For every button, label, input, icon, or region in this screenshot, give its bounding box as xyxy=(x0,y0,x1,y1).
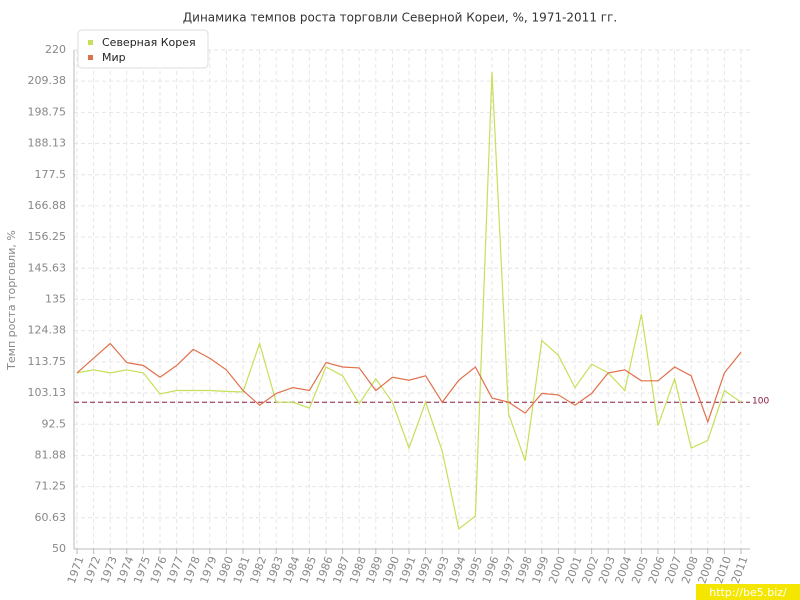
watermark: http://be5.biz/ xyxy=(709,586,787,599)
y-tick-label: 177.5 xyxy=(35,168,67,181)
watermark-bg xyxy=(696,584,800,600)
y-tick-label: 92.5 xyxy=(42,417,67,430)
y-tick-label: 166.88 xyxy=(28,199,67,212)
y-axis-label: Темп роста торговли, % xyxy=(5,230,18,371)
y-tick-label: 103.13 xyxy=(28,386,67,399)
legend-label: Северная Корея xyxy=(102,36,196,49)
y-tick-label: 188.13 xyxy=(28,137,67,150)
y-tick-label: 71.25 xyxy=(35,480,67,493)
legend-swatch xyxy=(88,55,93,60)
y-tick-label: 135 xyxy=(45,293,66,306)
chart-title: Динамика темпов роста торговли Северной … xyxy=(183,11,617,25)
legend-box xyxy=(77,29,209,69)
y-tick-label: 209.38 xyxy=(28,74,67,87)
y-tick-label: 198.75 xyxy=(28,105,67,118)
y-tick-label: 145.63 xyxy=(28,261,67,274)
legend-label: Мир xyxy=(102,51,126,64)
y-tick-label: 113.75 xyxy=(28,355,67,368)
series-line xyxy=(76,71,742,531)
legend-swatch xyxy=(88,40,93,45)
y-tick-label: 50 xyxy=(52,542,66,555)
y-tick-label: 124.38 xyxy=(28,324,67,337)
legend: Северная Корея Мир xyxy=(77,29,209,69)
y-tick-label: 220 xyxy=(45,43,66,56)
y-tick-label: 60.63 xyxy=(35,511,67,524)
series-line xyxy=(76,342,742,424)
y-tick-label: 81.88 xyxy=(35,448,67,461)
y-tick-label: 156.25 xyxy=(28,230,67,243)
reference-label: 100 xyxy=(752,397,769,407)
